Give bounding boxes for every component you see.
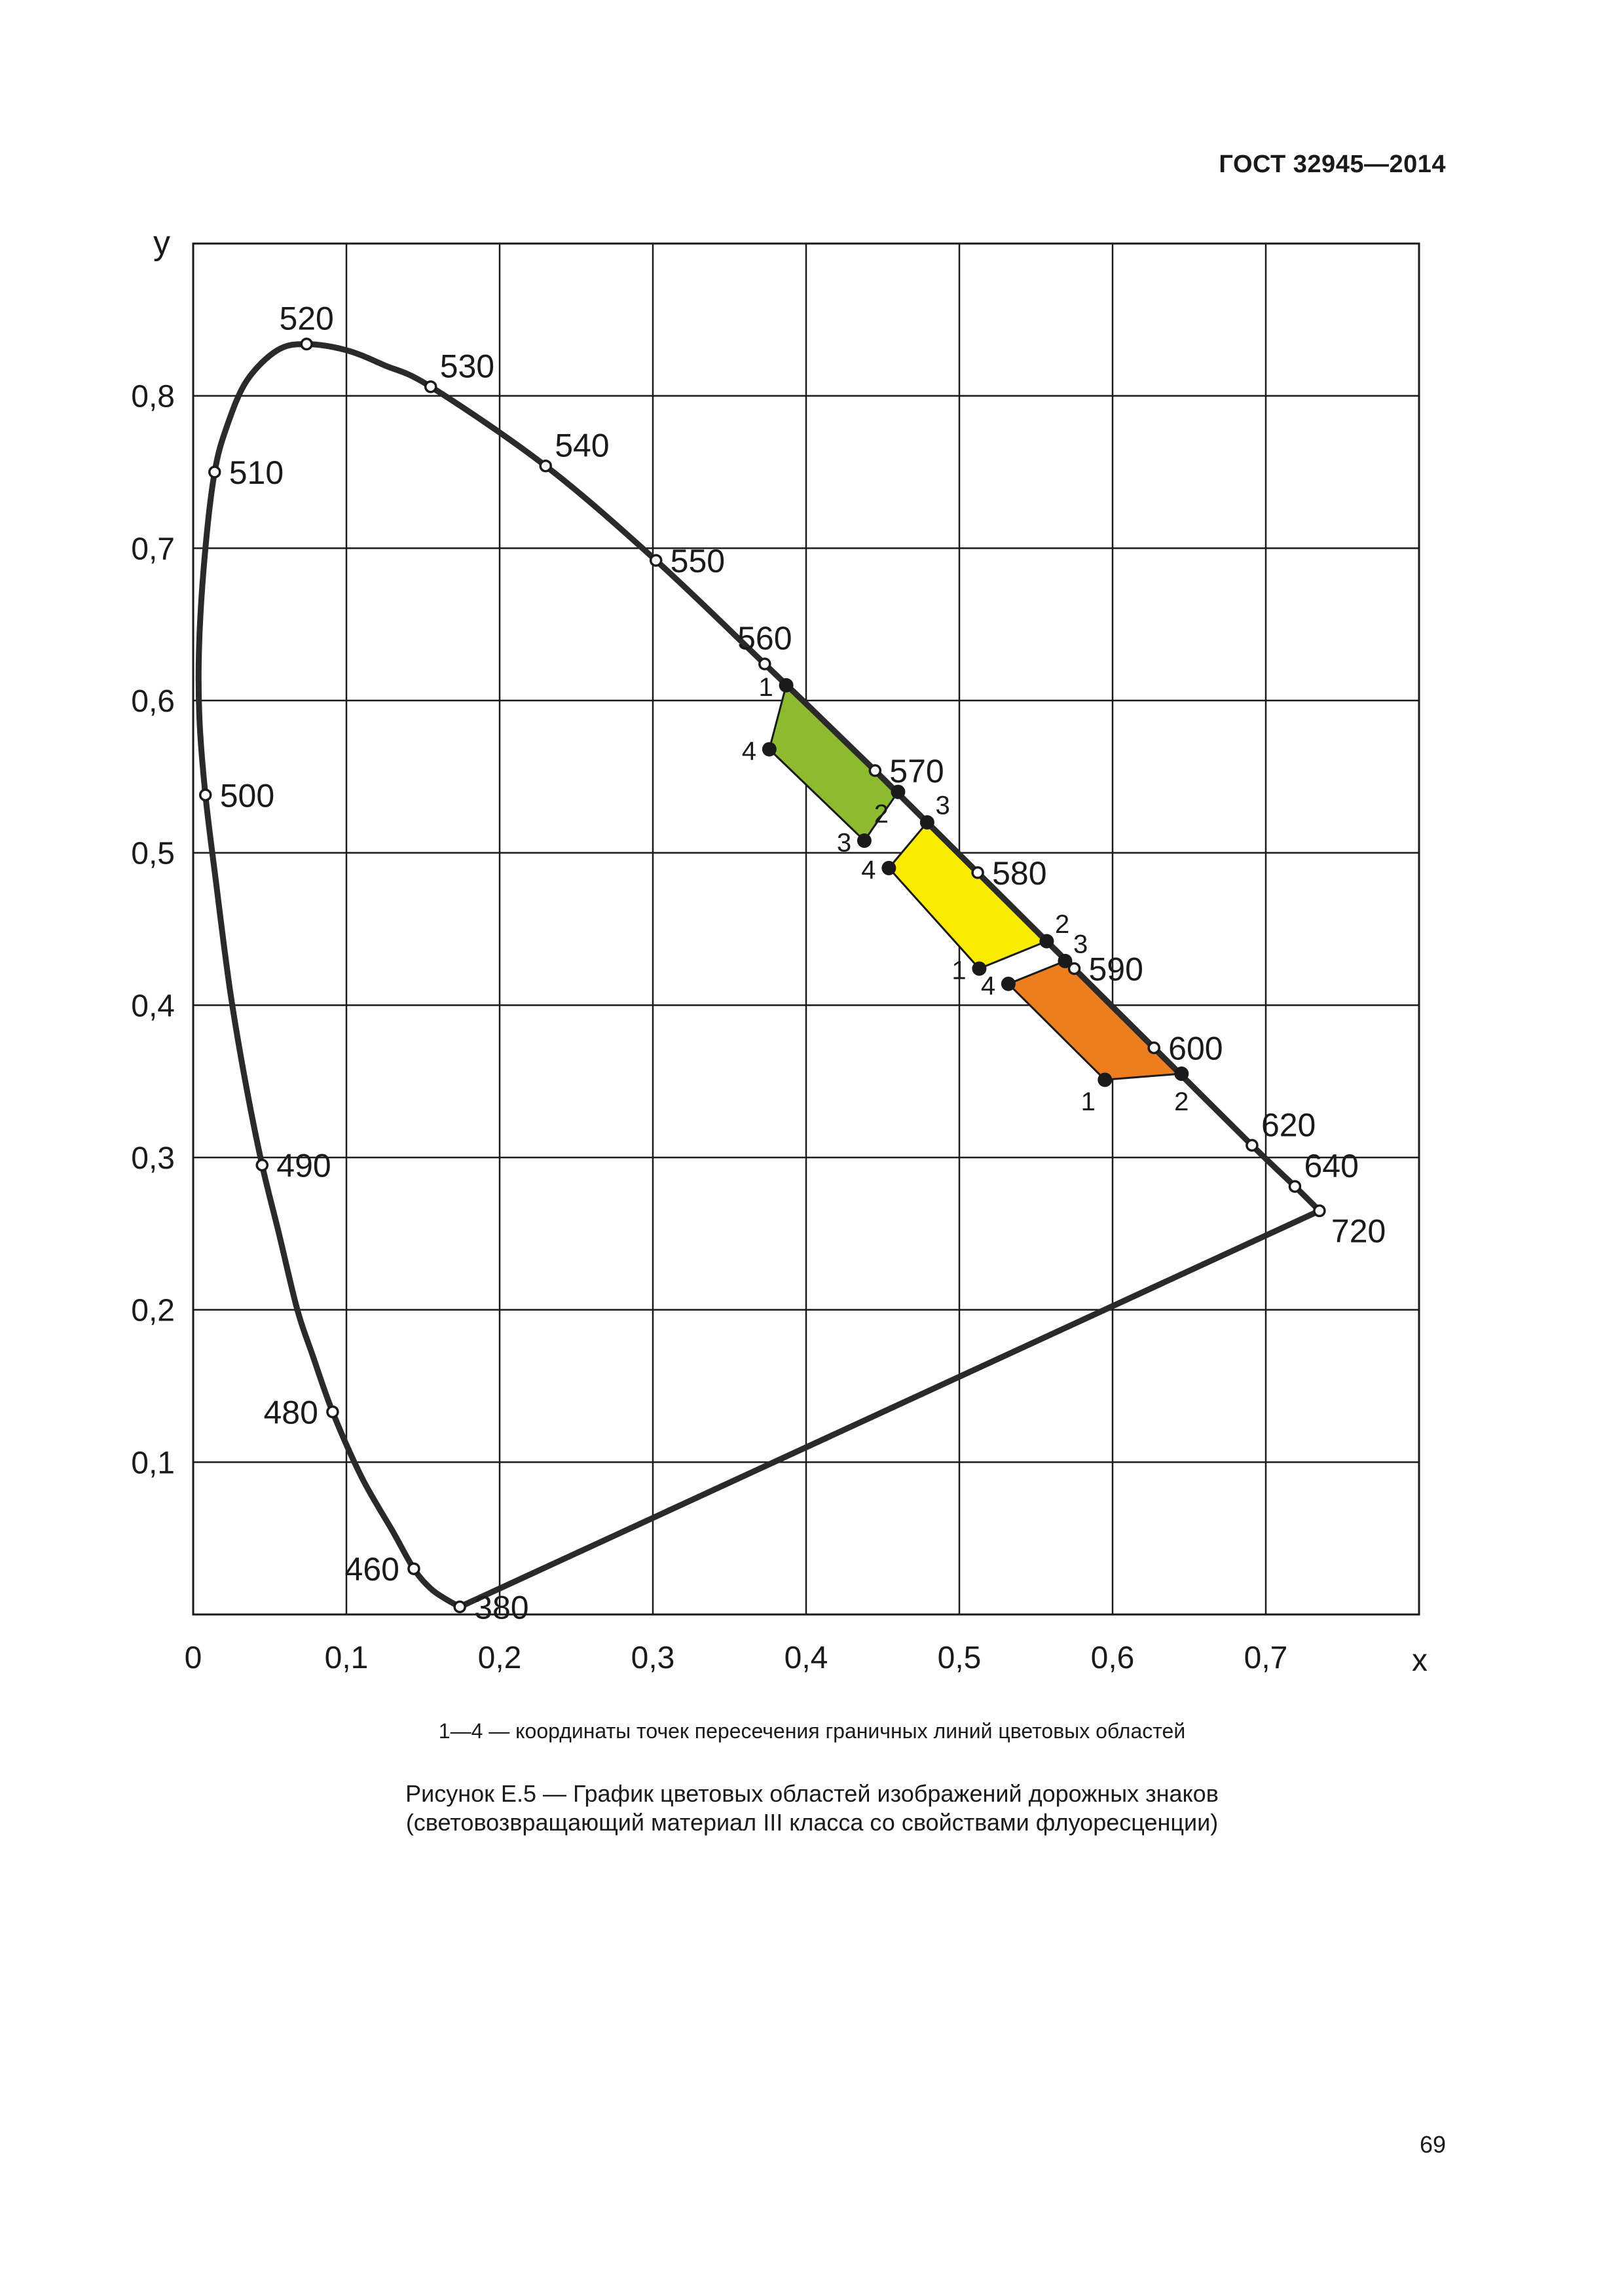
region-3-point-label-4: 4 [981, 972, 995, 1000]
region-2-point-4 [881, 860, 896, 875]
region-2-point-3 [919, 815, 934, 830]
axis-tick-labels: 0 0,1 0,2 0,3 0,4 0,5 0,6 0,7 0,1 0,2 0,3 0,4 0,5 0,6… [131, 380, 1287, 1675]
caption-line-2: (световозвращающий материал III класса с… [405, 1809, 1219, 1836]
y-tick-label: 0,8 [131, 380, 175, 414]
plot-frame [192, 242, 1420, 1616]
region-2-point-1 [972, 961, 987, 976]
wavelength-label-490: 490 [276, 1148, 331, 1184]
y-tick-label: 0,4 [131, 989, 175, 1023]
wavelength-point-550 [649, 554, 663, 567]
spectral-locus [195, 341, 1323, 1610]
wavelength-label-640: 640 [1304, 1148, 1358, 1184]
grid-lines [193, 244, 1419, 1614]
figure-caption: Рисунок Е.5 — График цветовых областей и… [0, 1779, 1624, 1837]
wavelength-point-640 [1288, 1180, 1302, 1193]
region-1-point-label-3: 3 [837, 828, 851, 857]
region-3-point-3 [1058, 953, 1073, 968]
x-tick-label: 0,4 [784, 1641, 828, 1675]
region-2-point-label-3: 3 [935, 792, 950, 820]
wavelength-label-580: 580 [992, 855, 1046, 892]
wavelength-label-600: 600 [1168, 1030, 1223, 1066]
wavelength-point-720 [1313, 1204, 1326, 1218]
x-tick-label: 0 [185, 1641, 202, 1675]
wavelength-label-530: 530 [440, 348, 494, 385]
wavelength-point-600 [1147, 1041, 1160, 1055]
x-tick-label: 0,3 [631, 1641, 675, 1675]
wavelength-label-720: 720 [1331, 1212, 1386, 1249]
region-1-point-4 [762, 742, 777, 757]
region-2-point-2 [1039, 934, 1054, 949]
wavelength-point-570 [868, 764, 882, 777]
wavelength-label-510: 510 [229, 454, 284, 491]
wavelength-label-380: 380 [474, 1589, 528, 1626]
region-3-point-1 [1098, 1072, 1113, 1087]
wavelength-point-500 [198, 788, 212, 802]
wavelength-point-560 [758, 657, 771, 670]
x-tick-label: 0,5 [938, 1641, 982, 1675]
wavelength-point-530 [424, 380, 437, 393]
region-1-point-label-2: 2 [874, 799, 889, 828]
y-tick-label: 0,1 [131, 1446, 175, 1480]
wavelength-point-460 [407, 1562, 420, 1575]
wavelength-point-490 [255, 1158, 269, 1172]
y-tick-label: 0,5 [131, 837, 175, 871]
x-tick-label: 0,2 [478, 1641, 522, 1675]
wavelength-point-380 [453, 1600, 466, 1614]
wavelength-point-510 [208, 465, 221, 479]
wavelength-point-620 [1246, 1139, 1259, 1152]
wavelength-point-480 [326, 1405, 339, 1419]
region-1-point-3 [857, 833, 872, 848]
wavelength-label-520: 520 [279, 301, 333, 337]
region-3-point-label-1: 1 [1081, 1087, 1096, 1116]
y-tick-label: 0,2 [131, 1294, 175, 1328]
region-3-point-4 [1001, 976, 1016, 991]
wavelength-label-500: 500 [220, 777, 274, 814]
x-tick-label: 0,1 [325, 1641, 369, 1675]
y-tick-label: 0,3 [131, 1141, 175, 1176]
x-axis-label: x [1412, 1643, 1428, 1678]
wavelength-point-520 [300, 337, 313, 351]
region-1-point-2 [891, 784, 906, 799]
y-tick-label: 0,6 [131, 684, 175, 719]
color-region-2 [887, 821, 1048, 970]
wavelength-point-590 [1067, 962, 1081, 975]
document-standard-header: ГОСТ 32945—2014 [1219, 151, 1446, 178]
region-1-point-label-4: 4 [742, 737, 756, 766]
page-number: 69 [1419, 2131, 1446, 2158]
wavelength-label-590: 590 [1089, 951, 1143, 987]
region-2-point-label-4: 4 [861, 856, 876, 884]
color-regions [768, 684, 1183, 1081]
wavelength-point-540 [539, 459, 552, 473]
x-tick-label: 0,6 [1091, 1641, 1135, 1675]
x-tick-label: 0,7 [1244, 1641, 1288, 1675]
y-axis-label: y [153, 224, 170, 262]
wavelength-label-480: 480 [264, 1394, 318, 1431]
wavelength-label-620: 620 [1261, 1106, 1316, 1143]
wavelength-point-580 [971, 866, 984, 879]
wavelength-label-460: 460 [345, 1551, 399, 1588]
wavelength-label-570: 570 [889, 753, 944, 790]
wavelength-label-560: 560 [737, 620, 792, 657]
wavelength-label-540: 540 [555, 428, 609, 464]
wavelength-label-550: 550 [671, 543, 725, 579]
purple-line [456, 1207, 1323, 1610]
region-2-point-label-1: 1 [951, 957, 966, 985]
region-1-point-1 [779, 678, 794, 693]
chromaticity-chart: 0 0,1 0,2 0,3 0,4 0,5 0,6 0,7 0,1 0,2 0,3 0,4 0,5 0,6… [131, 224, 1428, 1678]
region-3-point-label-2: 2 [1174, 1087, 1189, 1116]
wavelength-markers: 380 460 480 490 500 510 520 530 540 550 560 570 580 5… [198, 301, 1386, 1626]
region-3-point-label-3: 3 [1073, 930, 1088, 958]
figure-note: 1—4 — координаты точек пересечения грани… [438, 1719, 1186, 1743]
spectral-locus-curve [195, 341, 1323, 1610]
region-2-point-label-2: 2 [1055, 910, 1069, 939]
caption-line-1: Рисунок Е.5 — График цветовых областей и… [405, 1780, 1219, 1807]
region-1-point-label-1: 1 [759, 673, 773, 702]
y-tick-label: 0,7 [131, 532, 175, 566]
region-3-point-2 [1174, 1066, 1189, 1082]
